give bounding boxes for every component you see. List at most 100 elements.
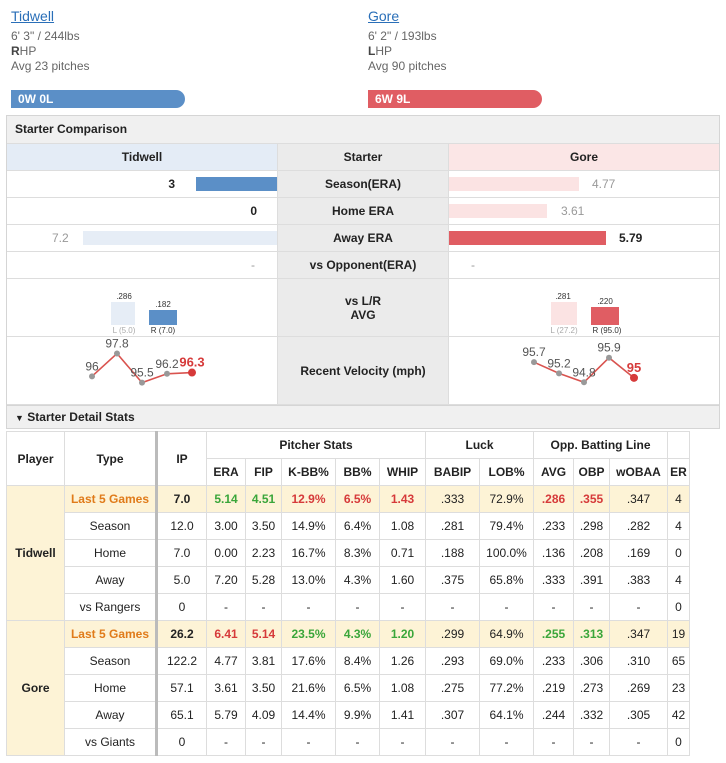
stat-cell-wobaa: .269 [609, 674, 668, 702]
right-vs-l-bar [551, 302, 577, 325]
stat-cell-avg: - [533, 728, 574, 756]
group-pitcher-stats: Pitcher Stats [206, 431, 426, 459]
stat-cell-bb-: 6.5% [335, 485, 380, 513]
right-pitcher-hand: LHP [368, 44, 393, 58]
comparison-row-away-era: 7.2 Away ERA 5.79 [7, 225, 719, 252]
stat-cell-bb-: 9.9% [335, 701, 380, 729]
left-vs-l-sub: L (5.0) [112, 326, 136, 335]
velocity-point [89, 373, 95, 380]
table-row: Tidwell Last 5 Games 7.0 5.14 4.51 12.9% 6.5% 1… [6, 485, 690, 621]
left-pitcher-name-link[interactable]: Tidwell [11, 8, 55, 24]
type-cell: Home [64, 674, 157, 702]
ip-cell: 0 [155, 728, 207, 756]
vs-lr-avg-label: vs L/R AVG [277, 279, 449, 336]
stat-cell-era: 6.41 [206, 620, 246, 648]
col-babip[interactable]: BABIP [425, 458, 480, 486]
velocity-label: Recent Velocity (mph) [277, 337, 449, 404]
col-wobaa[interactable]: wOBAA [609, 458, 668, 486]
table-row: Season 122.2 4.77 3.81 17.6% 8.4% 1.26.293 69.0… [7, 647, 690, 675]
col-lob-[interactable]: LOB% [479, 458, 534, 486]
velocity-label: 95 [627, 360, 641, 375]
right-pitcher-name-link[interactable]: Gore [368, 8, 400, 24]
velocity-label: 94.8 [572, 365, 596, 379]
comparison-row-vs-opponent: - vs Opponent(ERA) - [7, 252, 719, 279]
velocity-point [188, 368, 196, 377]
type-cell: Last 5 Games [64, 620, 157, 648]
left-record-badge: 0W 0L [11, 90, 185, 108]
comparison-row-home-era: 0 Home ERA 3.61 [7, 198, 719, 225]
col-er[interactable]: ER [667, 458, 690, 486]
left-vs-opp-value: - [251, 258, 255, 272]
group-luck: Luck [425, 431, 534, 459]
comparison-row-velocity: 96 97.8 95.5 96.2 96.3 Recent Velocity (mph)… [7, 337, 719, 405]
stat-cell-er: 65 [667, 647, 690, 675]
col-era[interactable]: ERA [206, 458, 246, 486]
stat-cell-fip: - [245, 728, 282, 756]
stat-cell-babip: - [425, 728, 480, 756]
stat-cell-er: 0 [667, 539, 690, 567]
left-away-era-value: 7.2 [52, 231, 69, 245]
velocity-point [139, 379, 145, 386]
starter-detail-stats-table: Player Type IP Pitcher Stats Luck Opp. B… [6, 431, 690, 756]
stat-cell-era: 5.14 [206, 485, 246, 513]
stat-cell-babip: .375 [425, 566, 480, 594]
col-avg[interactable]: AVG [533, 458, 574, 486]
left-vs-l-avg: .286 [116, 292, 132, 301]
stat-cell-obp: .208 [573, 539, 610, 567]
stat-cell-avg: .233 [533, 647, 574, 675]
table-row: Away 65.1 5.79 4.09 14.4% 9.9% 1.41.307 64.1% .2… [7, 701, 690, 729]
stat-cell-obp: .306 [573, 647, 610, 675]
right-vs-r-avg: .220 [597, 297, 613, 306]
stat-cell-lob-: 77.2% [479, 674, 534, 702]
stat-cell-era: 3.00 [206, 512, 246, 540]
ip-cell: 5.0 [155, 566, 207, 594]
stat-cell-er: 4 [667, 485, 690, 513]
stat-cell-er: 4 [667, 512, 690, 540]
velocity-point [581, 379, 587, 386]
stat-cell-obp: .332 [573, 701, 610, 729]
stat-cell-whip: 1.08 [379, 674, 426, 702]
ip-cell: 7.0 [155, 539, 207, 567]
table-row: Season 12.0 3.00 3.50 14.9% 6.4% 1.08.281 79.4%… [7, 512, 690, 540]
velocity-label: 95.5 [130, 366, 154, 380]
velocity-point [531, 359, 537, 366]
stat-cell-k-bb-: 21.6% [281, 674, 336, 702]
col-whip[interactable]: WHIP [379, 458, 426, 486]
left-vs-r-sub: R (7.0) [150, 326, 176, 335]
stat-cell-bb-: 8.4% [335, 647, 380, 675]
stat-cell-avg: .136 [533, 539, 574, 567]
stat-cell-obp: .273 [573, 674, 610, 702]
col-obp[interactable]: OBP [573, 458, 610, 486]
left-pitcher-height-weight: 6' 3" / 244lbs [11, 29, 80, 43]
ip-cell: 65.1 [155, 701, 207, 729]
velocity-point [630, 373, 638, 382]
col-k-bb-[interactable]: K-BB% [281, 458, 336, 486]
stat-cell-er: 0 [667, 593, 690, 621]
table-row: Home 57.1 3.61 3.50 21.6% 6.5% 1.08.275 77.2% .2… [7, 674, 690, 702]
left-home-era-value: 0 [250, 204, 257, 218]
starter-detail-stats-toggle[interactable]: ▼ Starter Detail Stats [6, 405, 720, 429]
stat-cell-whip: 1.60 [379, 566, 426, 594]
stat-cell-lob-: 100.0% [479, 539, 534, 567]
stat-cell-wobaa: .169 [609, 539, 668, 567]
col-fip[interactable]: FIP [245, 458, 282, 486]
stat-cell-avg: .286 [533, 485, 574, 513]
home-era-label: Home ERA [277, 198, 449, 224]
player-cell-tidwell[interactable]: Tidwell [6, 485, 65, 621]
right-vs-r-bar [591, 307, 619, 325]
stat-cell-avg: - [533, 593, 574, 621]
stat-cell-bb-: - [335, 728, 380, 756]
stat-cell-avg: .255 [533, 620, 574, 648]
player-cell-gore[interactable]: Gore [6, 620, 65, 756]
stat-cell-fip: 3.81 [245, 647, 282, 675]
stat-cell-lob-: 79.4% [479, 512, 534, 540]
stat-cell-wobaa: - [609, 728, 668, 756]
stat-cell-fip: 5.28 [245, 566, 282, 594]
ip-cell: 57.1 [155, 674, 207, 702]
stat-cell-fip: 5.14 [245, 620, 282, 648]
type-cell: Season [64, 647, 157, 675]
stat-cell-bb-: 4.3% [335, 566, 380, 594]
type-cell: Away [64, 701, 157, 729]
col-bb-[interactable]: BB% [335, 458, 380, 486]
stat-cell-lob-: - [479, 728, 534, 756]
